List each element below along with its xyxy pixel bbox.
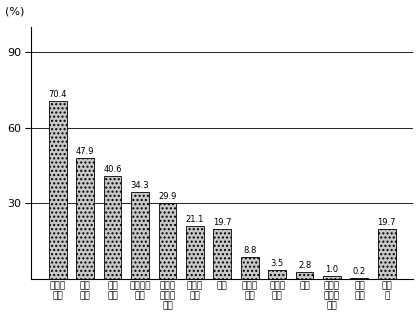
Bar	[296, 272, 313, 279]
Text: 1.0: 1.0	[326, 265, 339, 274]
Bar	[49, 101, 67, 279]
Text: 2.8: 2.8	[298, 261, 311, 270]
Bar	[268, 270, 286, 279]
Bar	[350, 278, 368, 279]
Bar	[104, 177, 121, 279]
Text: (%): (%)	[5, 7, 24, 16]
Bar	[323, 276, 341, 279]
Text: 47.9: 47.9	[76, 147, 94, 156]
Bar	[158, 204, 176, 279]
Text: 21.1: 21.1	[186, 215, 204, 224]
Bar	[378, 229, 396, 279]
Bar	[186, 226, 204, 279]
Bar	[131, 192, 149, 279]
Text: 29.9: 29.9	[158, 192, 177, 202]
Text: 3.5: 3.5	[270, 259, 284, 268]
Text: 8.8: 8.8	[243, 246, 256, 255]
Bar	[213, 229, 231, 279]
Text: 70.4: 70.4	[48, 90, 67, 99]
Text: 34.3: 34.3	[131, 181, 150, 191]
Text: 40.6: 40.6	[103, 165, 122, 174]
Text: 19.7: 19.7	[378, 218, 396, 227]
Text: 0.2: 0.2	[353, 267, 366, 276]
Text: 19.7: 19.7	[213, 218, 231, 227]
Bar	[241, 257, 259, 279]
Bar	[76, 158, 94, 279]
